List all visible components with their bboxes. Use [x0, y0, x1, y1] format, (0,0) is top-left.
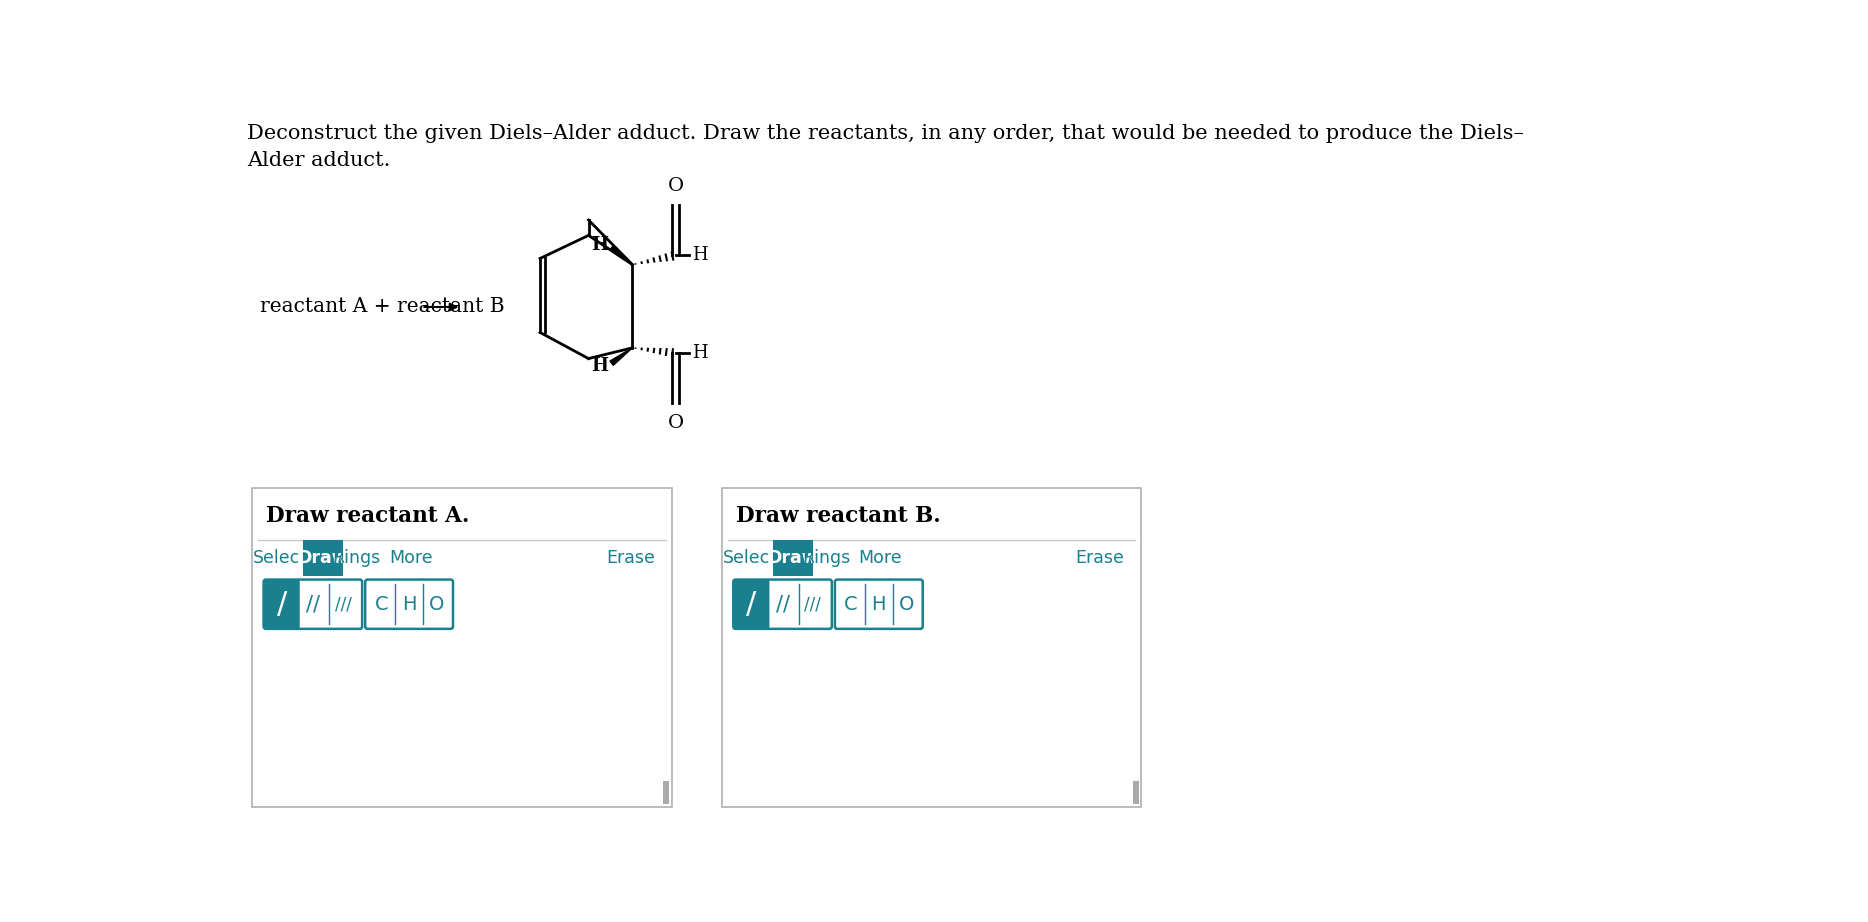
- Text: Rings: Rings: [803, 550, 850, 567]
- Bar: [773, 540, 813, 576]
- Text: Select: Select: [252, 550, 306, 567]
- Text: C: C: [375, 595, 389, 614]
- Text: More: More: [859, 550, 902, 567]
- FancyBboxPatch shape: [366, 580, 454, 629]
- Text: H: H: [693, 246, 708, 265]
- Polygon shape: [611, 245, 633, 265]
- Text: O: O: [430, 595, 445, 614]
- Text: ///: ///: [334, 596, 351, 613]
- Text: ///: ///: [805, 596, 822, 613]
- Bar: [729, 540, 1136, 576]
- Text: Alder adduct.: Alder adduct.: [247, 150, 390, 170]
- FancyBboxPatch shape: [734, 580, 770, 629]
- Text: //: //: [775, 594, 790, 614]
- Text: Rings: Rings: [333, 550, 381, 567]
- FancyBboxPatch shape: [263, 580, 299, 629]
- Text: O: O: [667, 177, 684, 195]
- FancyBboxPatch shape: [835, 580, 923, 629]
- Text: More: More: [389, 550, 433, 567]
- Bar: [252, 488, 672, 808]
- Text: Draw reactant A.: Draw reactant A.: [265, 505, 469, 526]
- Text: H: H: [402, 595, 417, 614]
- Text: H: H: [592, 357, 609, 374]
- Bar: [303, 540, 344, 576]
- Text: Draw: Draw: [768, 550, 818, 567]
- Text: /: /: [276, 590, 288, 619]
- Text: H: H: [872, 595, 885, 614]
- Bar: [721, 488, 1141, 808]
- Text: O: O: [667, 414, 684, 432]
- Text: /: /: [745, 590, 757, 619]
- Bar: [1132, 781, 1139, 804]
- Text: Erase: Erase: [1076, 550, 1125, 567]
- Text: Deconstruct the given Diels–Alder adduct. Draw the reactants, in any order, that: Deconstruct the given Diels–Alder adduct…: [247, 124, 1524, 144]
- Text: Draw reactant B.: Draw reactant B.: [736, 505, 940, 526]
- Text: Select: Select: [723, 550, 777, 567]
- Text: H: H: [693, 344, 708, 362]
- Text: Erase: Erase: [605, 550, 656, 567]
- Text: Draw: Draw: [297, 550, 347, 567]
- Text: H: H: [592, 236, 609, 254]
- Text: C: C: [844, 595, 857, 614]
- Polygon shape: [611, 348, 633, 365]
- FancyBboxPatch shape: [263, 580, 362, 629]
- Text: //: //: [306, 594, 319, 614]
- Bar: [663, 781, 669, 804]
- Bar: [258, 540, 665, 576]
- Text: O: O: [899, 595, 913, 614]
- FancyBboxPatch shape: [734, 580, 831, 629]
- Text: reactant A + reactant B: reactant A + reactant B: [260, 298, 504, 316]
